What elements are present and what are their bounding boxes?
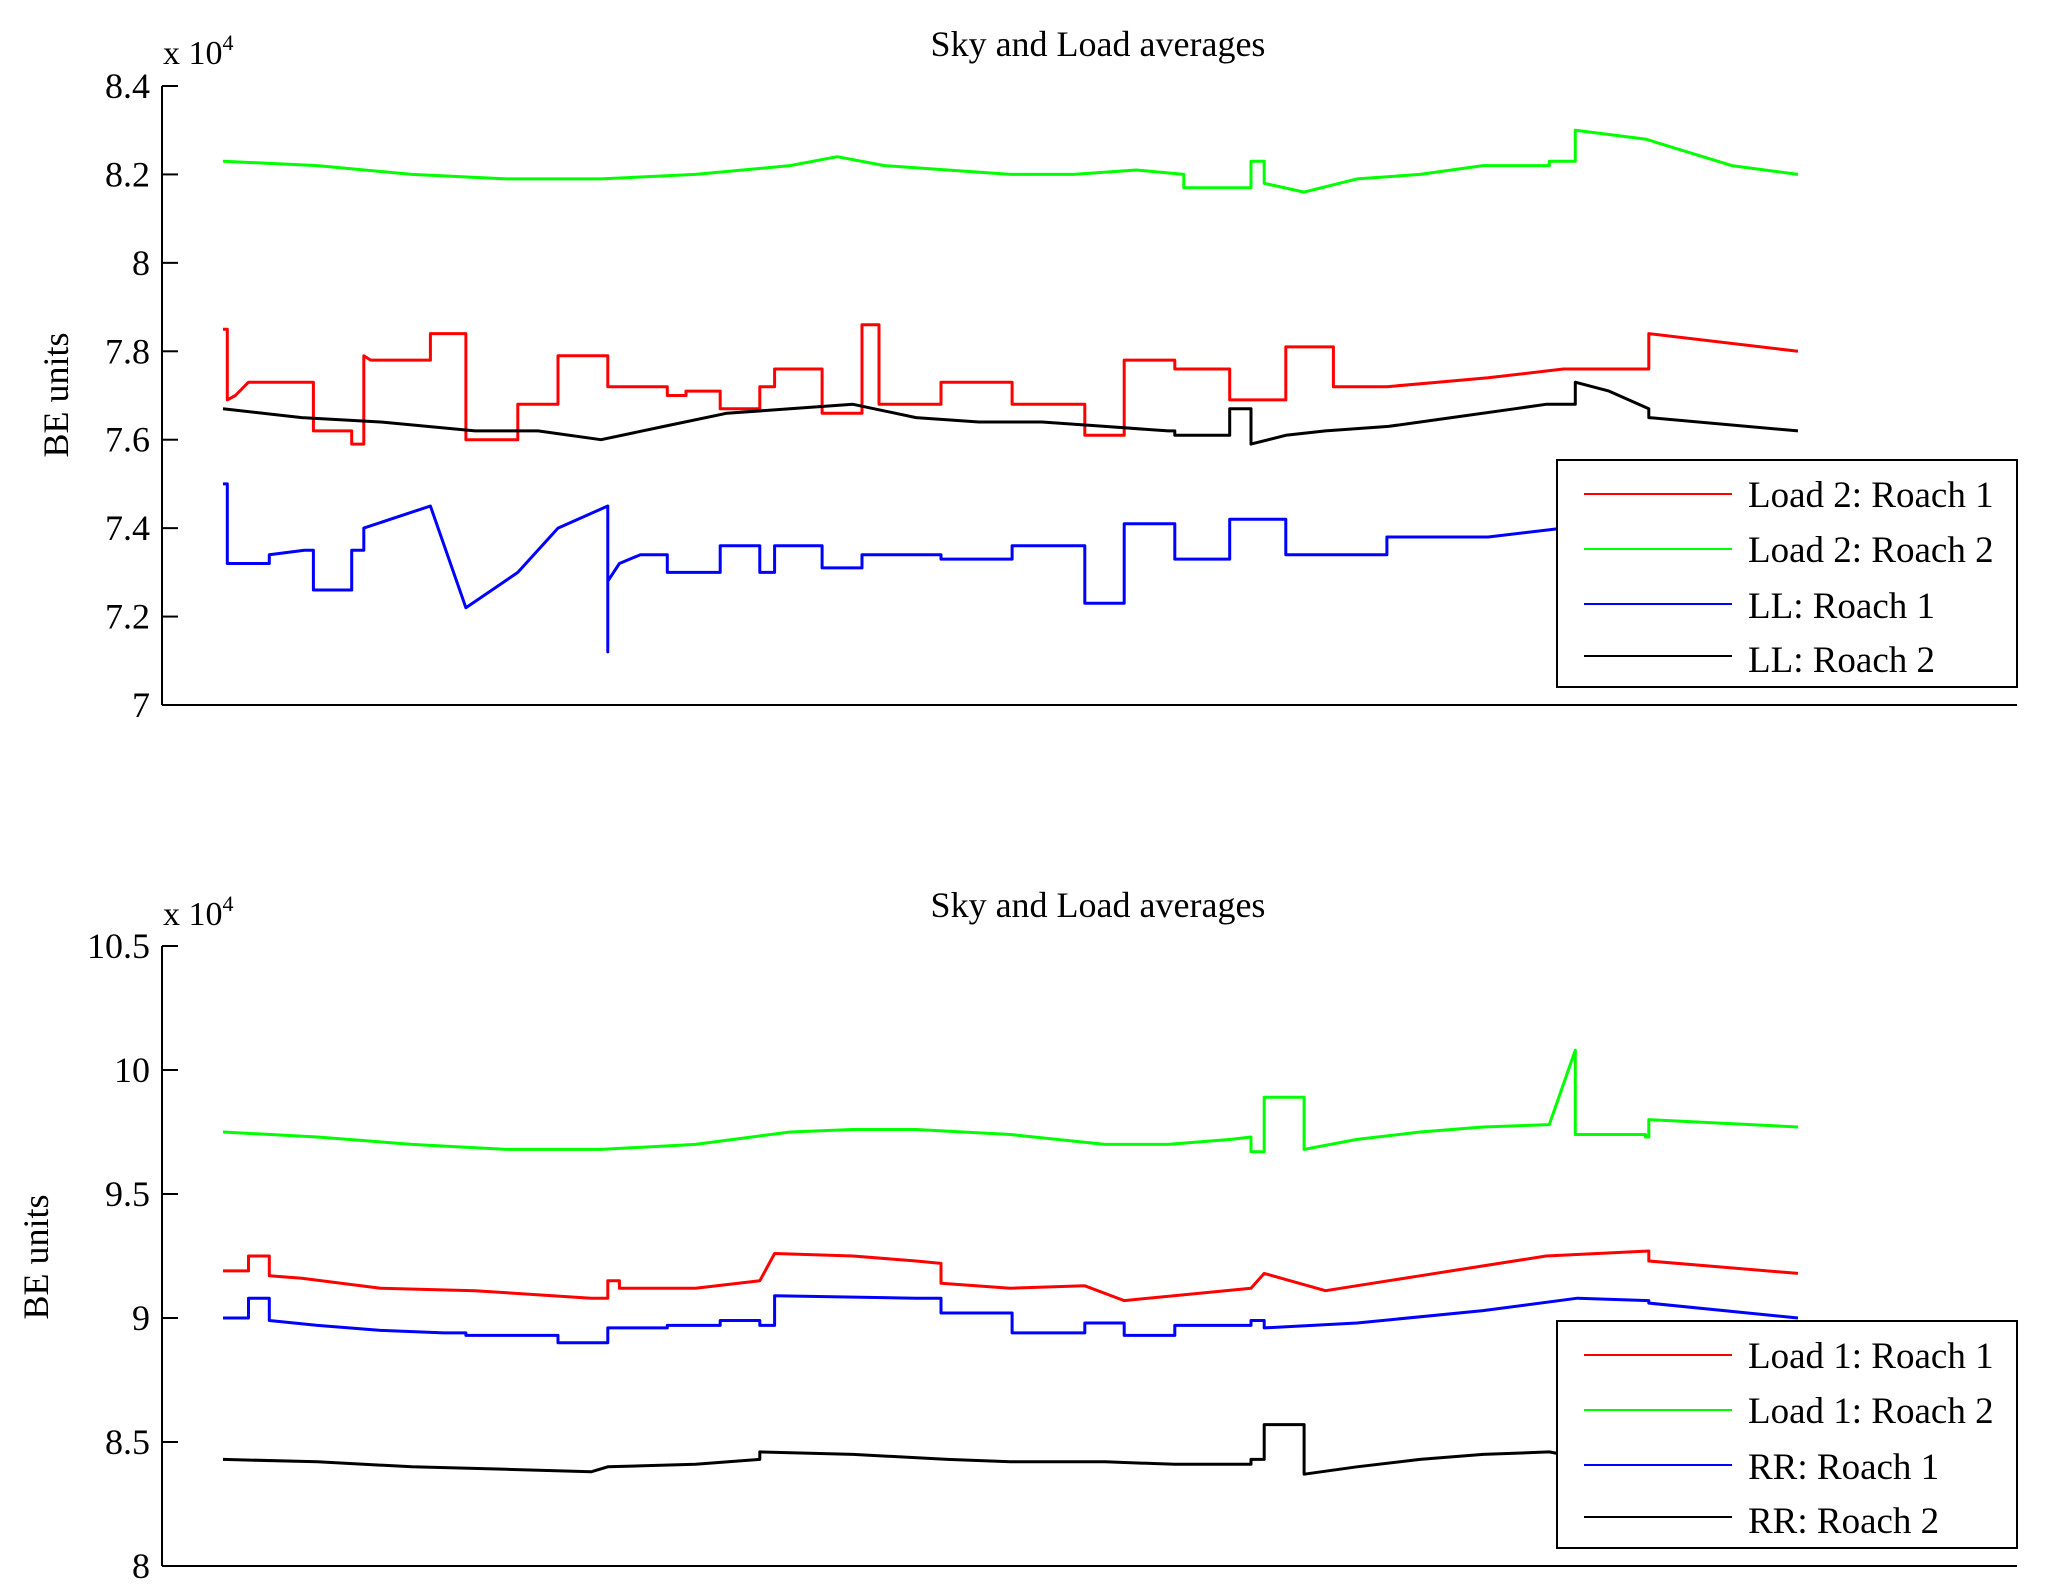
series-line-load-1-roach-1 <box>223 1249 1799 1303</box>
legend-label-ll-roach1: LL: Roach 1 <box>1748 586 1935 627</box>
y-axis-label: BE units <box>16 1194 56 1319</box>
y-axis-ticks: 7 7.2 7.4 7.6 7.8 8 8.2 8.4 <box>105 66 178 725</box>
y-exponent-power: 4 <box>223 891 234 916</box>
y-tick-label: 7.8 <box>105 331 150 371</box>
series-line-ll-roach-2 <box>222 380 1799 446</box>
legend: Load 2: Roach 1 Load 2: Roach 2 LL: Roac… <box>1556 459 2018 688</box>
y-tick-label: 7.4 <box>105 508 150 548</box>
legend-label-load1-roach1: Load 1: Roach 1 <box>1748 1336 1994 1377</box>
y-tick-label: 10 <box>114 1050 150 1090</box>
series-layer <box>222 128 1799 654</box>
y-tick-label: 7.2 <box>105 597 150 637</box>
series-line-load-2-roach-2 <box>222 128 1799 194</box>
y-tick-label: 9 <box>132 1298 150 1338</box>
legend-box <box>1556 1320 2018 1549</box>
y-axis-label: BE units <box>36 332 76 457</box>
y-axis-ticks: 8 8.5 9 9.5 10 10.5 <box>87 926 178 1586</box>
bottom-subplot: Sky and Load averages x 104 BE units 8 8.… <box>16 885 2018 1586</box>
legend-label-rr-roach1: RR: Roach 1 <box>1748 1447 1939 1488</box>
y-exponent-power: 4 <box>223 30 234 55</box>
chart-title: Sky and Load averages <box>931 885 1266 925</box>
series-line-load-2-roach-1 <box>223 323 1799 446</box>
series-line-load-1-roach-2 <box>222 1048 1799 1154</box>
top-subplot: Sky and Load averages x 104 BE units 7 7.… <box>36 24 2018 725</box>
legend: Load 1: Roach 1 Load 1: Roach 2 RR: Roac… <box>1556 1320 2018 1549</box>
chart-title: Sky and Load averages <box>931 24 1266 64</box>
y-tick-label: 8.4 <box>105 66 150 106</box>
series-line-rr-roach-2 <box>222 1423 1799 1476</box>
y-tick-label: 7 <box>132 685 150 725</box>
y-tick-label: 8 <box>132 1546 150 1586</box>
legend-label-ll-roach2: LL: Roach 2 <box>1748 640 1935 681</box>
series-line-ll-roach-1 <box>223 482 1798 654</box>
y-tick-label: 8 <box>132 243 150 283</box>
series-line-rr-roach-1 <box>223 1294 1799 1345</box>
legend-label-load1-roach2: Load 1: Roach 2 <box>1748 1391 1994 1432</box>
y-tick-label: 7.6 <box>105 420 150 460</box>
series-layer <box>222 1048 1799 1476</box>
y-exponent-label: x 104 <box>163 30 234 72</box>
y-tick-label: 8.2 <box>105 154 150 194</box>
legend-box <box>1556 459 2018 688</box>
legend-label-load2-roach1: Load 2: Roach 1 <box>1748 475 1994 516</box>
legend-label-rr-roach2: RR: Roach 2 <box>1748 1501 1939 1542</box>
legend-label-load2-roach2: Load 2: Roach 2 <box>1748 530 1994 571</box>
y-tick-label: 8.5 <box>105 1422 150 1462</box>
y-exponent-label: x 104 <box>163 891 234 933</box>
y-tick-label: 9.5 <box>105 1174 150 1214</box>
y-tick-label: 10.5 <box>87 926 150 966</box>
